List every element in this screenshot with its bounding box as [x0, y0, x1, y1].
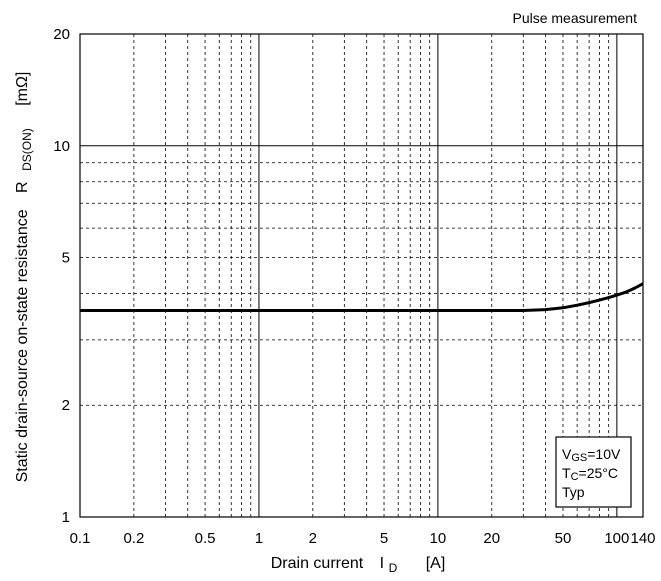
- y-axis-label-unit: [mΩ]: [14, 72, 31, 106]
- conditions-legend: VGS=10V TC=25°C Typ: [555, 436, 632, 508]
- conditions-box-frame: [555, 436, 632, 508]
- x-tick-label: 0.5: [195, 530, 216, 547]
- x-tick-label: 100: [604, 530, 629, 547]
- x-axis-label-main: Drain current: [271, 555, 364, 572]
- condition-typ: Typ: [562, 484, 585, 500]
- condition-vgs: VGS=10V: [562, 446, 621, 464]
- ticks-layer: 0.1 0.2 0.5 1 2 5 10 20 50 100 140 1 2 5 10 20: [53, 26, 655, 547]
- x-tick-label: 20: [483, 530, 500, 547]
- series-layer: [80, 282, 644, 312]
- x-tick-label: 10: [430, 530, 447, 547]
- y-axis-label-sub: DS(ON): [20, 128, 34, 171]
- plot-frame: [79, 33, 644, 518]
- x-tick-label: 1: [255, 530, 263, 547]
- y-axis-label-main: Static drain-source on-state resistance: [14, 209, 31, 482]
- corner-note: Pulse measurement: [512, 10, 637, 26]
- x-axis-label-sub: D: [389, 561, 398, 575]
- y-tick-label: 20: [53, 26, 70, 43]
- y-tick-label: 1: [62, 509, 70, 526]
- x-axis-label-symbol: I: [380, 555, 384, 572]
- condition-tc: TC=25°C: [562, 465, 618, 483]
- x-tick-label: 2: [309, 530, 317, 547]
- y-axis-title: Static drain-source on-state resistance …: [14, 72, 35, 483]
- y-tick-label: 2: [62, 397, 70, 414]
- y-tick-label: 5: [62, 250, 70, 267]
- series-line: [80, 282, 644, 312]
- x-tick-label: 0.1: [70, 530, 91, 547]
- x-axis-label-unit: [A]: [426, 555, 446, 572]
- x-tick-label: 50: [555, 530, 572, 547]
- x-tick-label: 140: [630, 530, 655, 547]
- x-tick-label: 0.2: [123, 530, 144, 547]
- y-axis-label-symbol: R: [14, 181, 31, 193]
- y-tick-label: 10: [53, 138, 70, 155]
- x-tick-label: 5: [380, 530, 388, 547]
- x-axis-title: Drain current I D [A]: [271, 555, 446, 576]
